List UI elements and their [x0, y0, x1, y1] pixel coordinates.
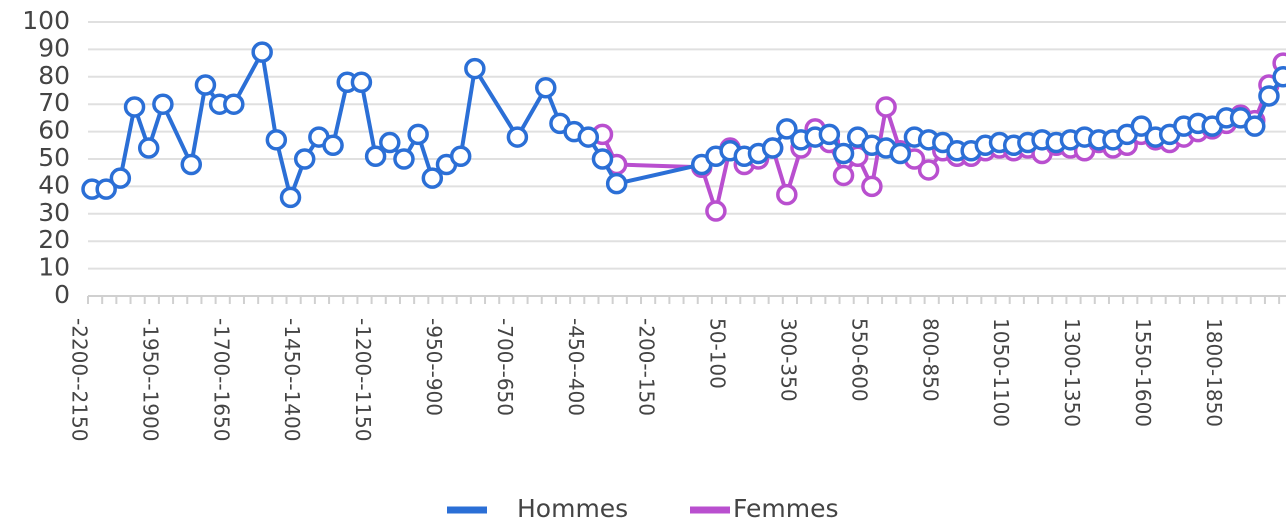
- x-tick-label: -700--650: [493, 318, 517, 416]
- x-tick-label: -1450--1400: [280, 318, 304, 441]
- y-tick-label: 20: [38, 225, 70, 254]
- point-marker: [832, 164, 855, 187]
- x-tick-label: -2200--2150: [68, 318, 92, 441]
- point-marker: [137, 137, 160, 159]
- point-marker: [818, 123, 841, 146]
- point-marker: [861, 175, 883, 198]
- point-marker: [95, 178, 117, 200]
- x-tick-label: -1200--1150: [351, 318, 375, 441]
- point-marker: [364, 145, 387, 168]
- y-tick-label: 50: [38, 143, 70, 172]
- x-tick-label: 550-600: [847, 318, 871, 402]
- x-tick-label: -450--400: [564, 318, 588, 416]
- point-marker: [464, 57, 486, 80]
- point-marker: [776, 118, 798, 140]
- point-marker: [591, 148, 614, 170]
- y-tick-label: 80: [38, 61, 70, 90]
- point-marker: [180, 153, 203, 176]
- point-marker: [889, 142, 912, 165]
- point-marker: [506, 126, 529, 148]
- point-marker: [322, 134, 344, 157]
- point-marker: [152, 93, 174, 115]
- point-marker: [407, 123, 429, 146]
- point-marker: [1244, 115, 1266, 137]
- y-tick-label: 70: [38, 88, 70, 117]
- x-tick-label: 1050-1100: [989, 318, 1013, 427]
- point-marker: [605, 172, 628, 195]
- point-marker: [832, 142, 855, 165]
- point-marker: [761, 137, 784, 159]
- y-tick-label: 100: [22, 6, 70, 35]
- x-tick-label: -1950--1900: [138, 318, 162, 441]
- point-marker: [1130, 115, 1153, 137]
- point-marker: [1258, 85, 1280, 107]
- point-marker: [705, 200, 727, 222]
- point-marker: [875, 96, 897, 118]
- point-marker: [123, 96, 146, 118]
- point-marker: [776, 183, 798, 206]
- point-marker: [194, 74, 217, 96]
- point-marker: [109, 167, 132, 189]
- y-tick-label: 40: [38, 170, 70, 199]
- x-tick-label: 1550-1600: [1131, 318, 1155, 427]
- x-tick-label: 1800-1850: [1202, 318, 1226, 427]
- y-tick-label: 60: [38, 116, 70, 145]
- x-tick-label: -950--900: [422, 318, 446, 416]
- point-marker: [350, 71, 373, 94]
- x-tick-label: 1300-1350: [1060, 318, 1084, 427]
- x-tick-label: -1700--1650: [209, 318, 233, 441]
- legend-label: Femmes: [733, 494, 839, 523]
- point-marker: [293, 148, 316, 170]
- x-tick-label: 800-850: [918, 318, 942, 402]
- point-marker: [379, 131, 401, 154]
- legend-label: Hommes: [517, 494, 628, 523]
- x-tick-label: 300-350: [777, 318, 801, 402]
- point-marker: [265, 129, 288, 151]
- point-marker: [1272, 66, 1286, 88]
- y-tick-label: 10: [38, 253, 70, 282]
- y-tick-label: 90: [38, 33, 70, 62]
- y-tick-label: 30: [38, 198, 70, 227]
- point-marker: [917, 159, 940, 181]
- x-tick-label: -200--150: [635, 318, 659, 416]
- y-tick-label: 0: [54, 280, 70, 309]
- point-marker: [279, 186, 302, 209]
- series-line: [92, 50, 1285, 200]
- point-marker: [393, 148, 415, 170]
- point-marker: [535, 77, 557, 99]
- point-marker: [577, 126, 600, 148]
- point-marker: [223, 93, 245, 115]
- x-tick-label: 50-100: [706, 318, 730, 389]
- point-marker: [251, 41, 273, 63]
- point-marker: [421, 167, 444, 189]
- point-marker: [449, 145, 472, 168]
